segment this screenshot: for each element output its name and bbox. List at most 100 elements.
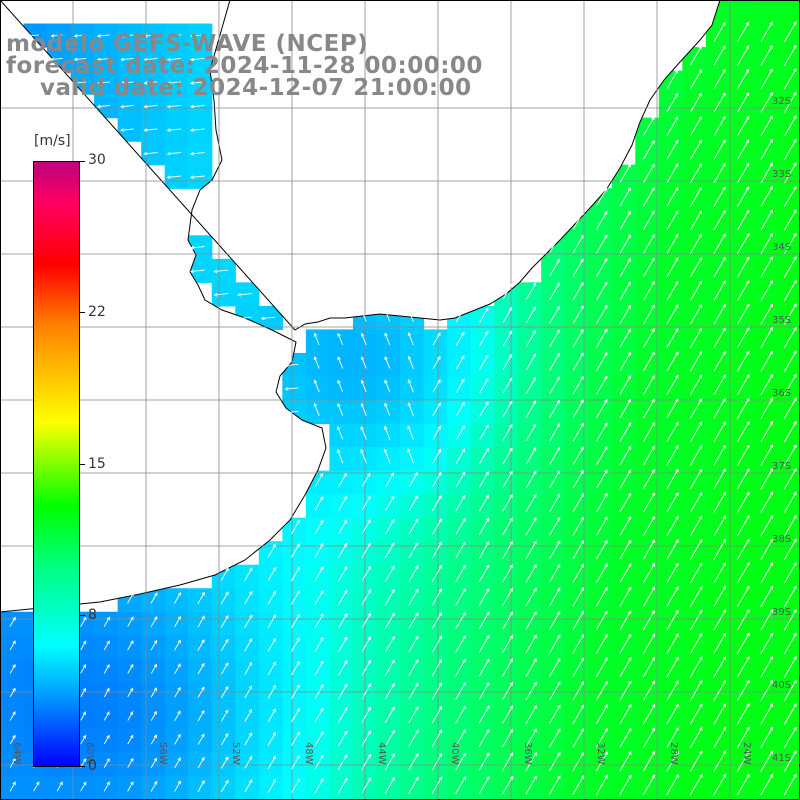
wind-arrow (760, 69, 773, 90)
wind-arrow-head (532, 329, 536, 334)
wind-arrow (361, 542, 371, 559)
wind-arrow (619, 516, 632, 536)
wind-arrow (525, 752, 537, 771)
wind-cell (305, 635, 331, 660)
wind-arrow-head (651, 680, 655, 685)
wind-arrow-head (384, 332, 388, 337)
wind-arrow (572, 376, 584, 395)
wind-arrow (783, 774, 797, 796)
wind-arrow (549, 775, 561, 795)
wind-arrow (783, 397, 797, 419)
wind-arrow-head (391, 706, 395, 711)
wind-arrow (314, 356, 320, 369)
wind-arrow (737, 304, 750, 325)
wind-arrow-head (745, 162, 750, 167)
wind-arrow (150, 781, 158, 792)
wind-arrow-head (461, 471, 466, 476)
wind-arrow-head (96, 34, 101, 38)
wind-arrow (384, 566, 395, 582)
wind-arrow-head (746, 374, 750, 378)
wind-arrow (713, 163, 726, 184)
wind-arrow-head (674, 233, 679, 238)
wind-arrow (408, 542, 419, 559)
lat-label: 32S (772, 96, 791, 107)
wind-arrow (760, 421, 773, 443)
wind-cell (729, 329, 754, 354)
wind-arrow (338, 613, 348, 629)
wind-arrow (595, 775, 608, 795)
wind-arrow (455, 635, 466, 653)
wind-arrow-head (556, 258, 560, 263)
wind-arrow (455, 565, 466, 583)
wind-arrow-head (166, 175, 171, 180)
wind-arrow-head (722, 750, 727, 755)
lat-label: 41S (772, 753, 791, 764)
wind-arrow (643, 610, 655, 631)
wind-arrow-head (272, 566, 277, 571)
wind-arrow (736, 703, 750, 725)
wind-arrow (478, 729, 490, 748)
wind-arrow-head (769, 138, 773, 143)
wind-arrow-head (722, 515, 726, 520)
wind-arrow-head (272, 731, 276, 736)
wind-arrow (737, 139, 750, 160)
wind-arrow (338, 543, 348, 558)
wind-arrow-head (627, 563, 632, 567)
wind-arrow (432, 449, 442, 464)
wind-arrow-head (675, 539, 679, 544)
wind-arrow-head (604, 727, 608, 732)
wind-arrow (736, 609, 750, 631)
wind-arrow (455, 612, 466, 630)
wind-arrow-head (557, 634, 561, 639)
wind-arrow-head (793, 232, 797, 237)
wind-arrow-head (604, 422, 608, 427)
wind-arrow (525, 494, 537, 512)
wind-arrow (103, 664, 110, 674)
wind-arrow (267, 708, 276, 723)
wind-arrow (479, 378, 489, 394)
wind-arrow-head (674, 116, 679, 121)
wind-arrow-head (272, 543, 277, 548)
wind-arrow (619, 211, 631, 230)
wind-arrow-head (201, 639, 205, 643)
wind-arrow-head (201, 756, 205, 761)
wind-arrow-head (651, 609, 655, 614)
wind-arrow (267, 591, 276, 605)
wind-arrow-head (769, 209, 773, 214)
wind-arrow-head (272, 661, 276, 666)
wind-arrow (760, 727, 773, 749)
wind-arrow (103, 758, 110, 768)
wind-arrow (596, 282, 608, 301)
wind-arrow (144, 34, 158, 37)
wind-arrow (526, 330, 536, 347)
wind-arrow (432, 426, 441, 440)
wind-arrow (783, 256, 797, 278)
wind-arrow (760, 538, 773, 561)
wind-arrow-head (509, 423, 513, 428)
wind-arrow-head (627, 516, 632, 520)
wind-arrow (760, 491, 773, 513)
wind-arrow-head (485, 494, 489, 499)
wind-arrow (338, 707, 348, 723)
wind-arrow (689, 469, 703, 490)
wind-arrow (760, 280, 773, 302)
wind-arrow (736, 562, 750, 584)
wind-arrow (314, 520, 324, 535)
wind-arrow (736, 633, 750, 655)
wind-arrow-head (722, 538, 726, 543)
wind-arrow-head (272, 637, 276, 642)
wind-arrow (74, 34, 87, 37)
wind-arrow-head (675, 515, 679, 520)
wind-arrow (127, 593, 134, 604)
wind-arrow-head (129, 711, 134, 715)
wind-arrow-head (367, 683, 371, 687)
wind-arrow-head (27, 33, 32, 38)
wind-arrow-head (284, 363, 289, 368)
wind-arrow (361, 309, 367, 322)
wind-arrow-head (722, 162, 726, 167)
wind-arrow-head (651, 422, 655, 426)
wind-arrow (291, 731, 300, 746)
wind-arrow-head (675, 351, 679, 356)
wind-arrow (502, 635, 513, 654)
wind-arrow-head (746, 350, 750, 355)
